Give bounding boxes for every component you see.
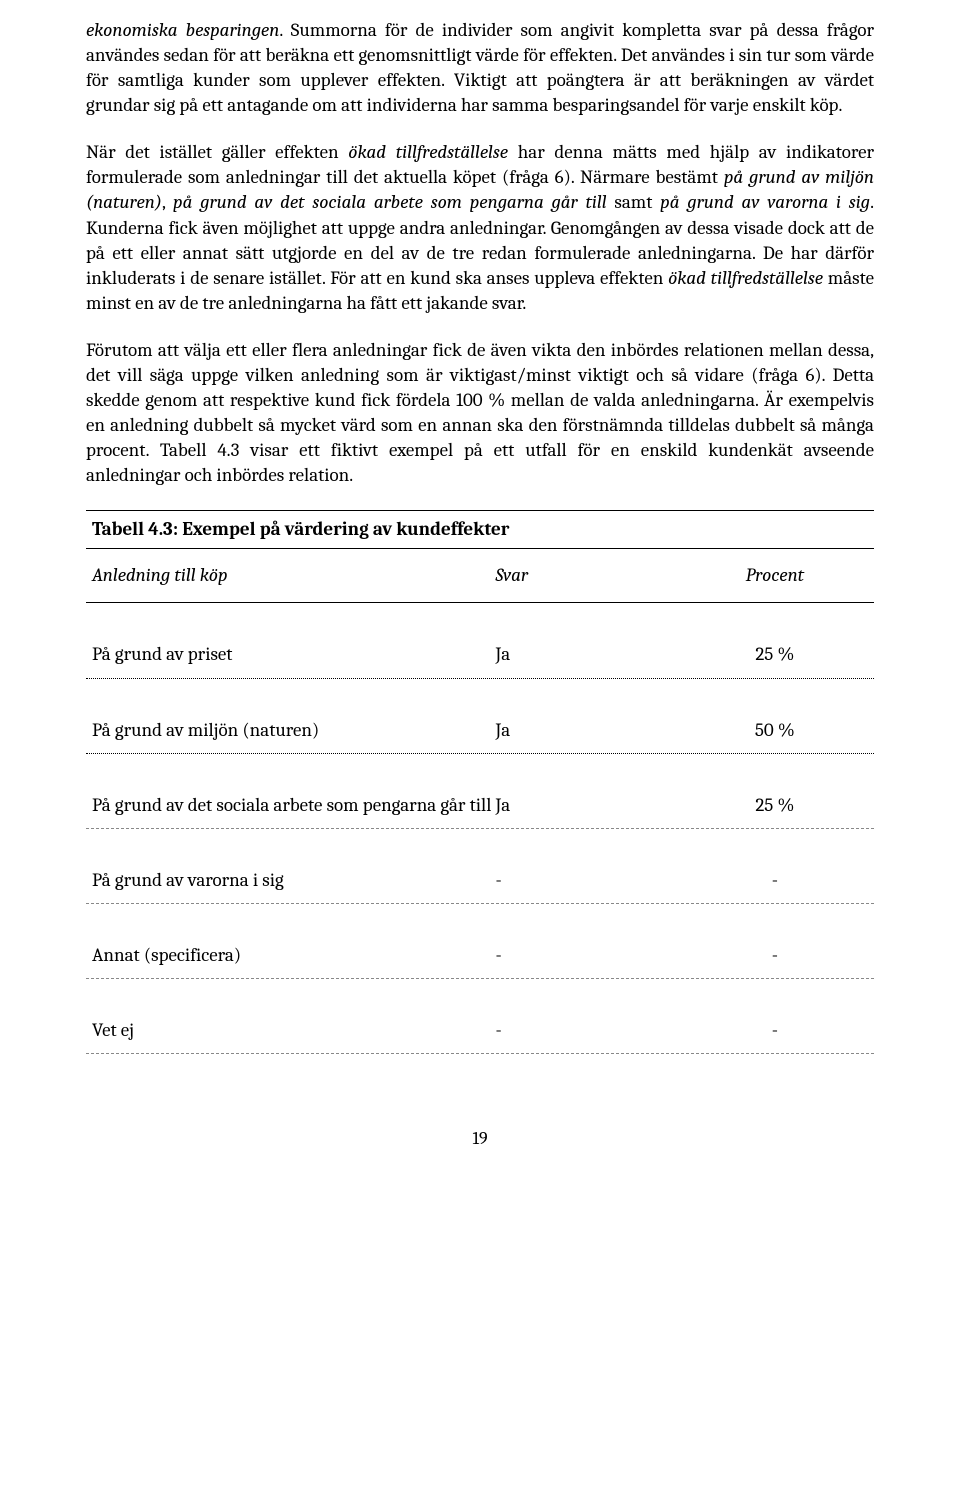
- row-separator: [86, 753, 874, 783]
- col-header-procent: Procent: [682, 563, 868, 588]
- cell-procent: -: [682, 943, 868, 968]
- cell-reason: På grund av priset: [92, 642, 496, 667]
- p2-e: ,: [162, 191, 173, 213]
- cell-svar: -: [496, 868, 682, 893]
- cell-procent: 25 %: [682, 793, 868, 818]
- page-number: 19: [86, 1127, 874, 1151]
- cell-procent: 25 %: [682, 642, 868, 667]
- p2-f: på grund av det sociala arbete som penga…: [173, 191, 607, 213]
- cell-reason: Annat (specificera): [92, 943, 496, 968]
- p2-b: ökad tillfredställelse: [348, 141, 508, 163]
- row-separator: [86, 1053, 874, 1083]
- p2-g: samt: [607, 191, 661, 213]
- table-4-3: Tabell 4.3: Exempel på värdering av kund…: [86, 510, 874, 1083]
- row-separator: [86, 903, 874, 933]
- cell-svar: Ja: [496, 793, 682, 818]
- cell-reason: På grund av det sociala arbete som penga…: [92, 793, 496, 818]
- table-header-row: Anledning till köp Svar Procent: [86, 548, 874, 602]
- table-row: På grund av miljön (naturen)Ja50 %: [86, 708, 874, 753]
- table-row: Annat (specificera)--: [86, 933, 874, 978]
- cell-svar: Ja: [496, 642, 682, 667]
- row-separator: [86, 678, 874, 708]
- col-header-svar: Svar: [496, 563, 682, 588]
- cell-reason: På grund av miljön (naturen): [92, 718, 496, 743]
- row-separator: [86, 828, 874, 858]
- cell-svar: Ja: [496, 718, 682, 743]
- table-title: Tabell 4.3: Exempel på värdering av kund…: [92, 518, 509, 540]
- table-row: Vet ej--: [86, 1008, 874, 1053]
- cell-reason: På grund av varorna i sig: [92, 868, 496, 893]
- p2-j: ökad tillfredställelse: [668, 267, 823, 289]
- p2-a: När det istället gäller effekten: [86, 141, 348, 163]
- p1-lead-italic: ekonomiska besparingen: [86, 19, 279, 41]
- cell-reason: Vet ej: [92, 1018, 496, 1043]
- table-row: På grund av prisetJa25 %: [86, 632, 874, 677]
- table-row: På grund av det sociala arbete som penga…: [86, 783, 874, 828]
- table-header-underline: [86, 602, 874, 632]
- table-row: På grund av varorna i sig--: [86, 858, 874, 903]
- cell-procent: -: [682, 868, 868, 893]
- cell-procent: -: [682, 1018, 868, 1043]
- cell-svar: -: [496, 1018, 682, 1043]
- col-header-reason: Anledning till köp: [92, 563, 496, 588]
- cell-procent: 50 %: [682, 718, 868, 743]
- cell-svar: -: [496, 943, 682, 968]
- row-separator: [86, 978, 874, 1008]
- paragraph-2: När det istället gäller effekten ökad ti…: [86, 140, 874, 316]
- p2-h: på grund av varorna i sig: [660, 191, 870, 213]
- table-title-row: Tabell 4.3: Exempel på värdering av kund…: [86, 510, 874, 548]
- paragraph-3: Förutom att välja ett eller flera anledn…: [86, 338, 874, 488]
- paragraph-1: ekonomiska besparingen. Summorna för de …: [86, 18, 874, 118]
